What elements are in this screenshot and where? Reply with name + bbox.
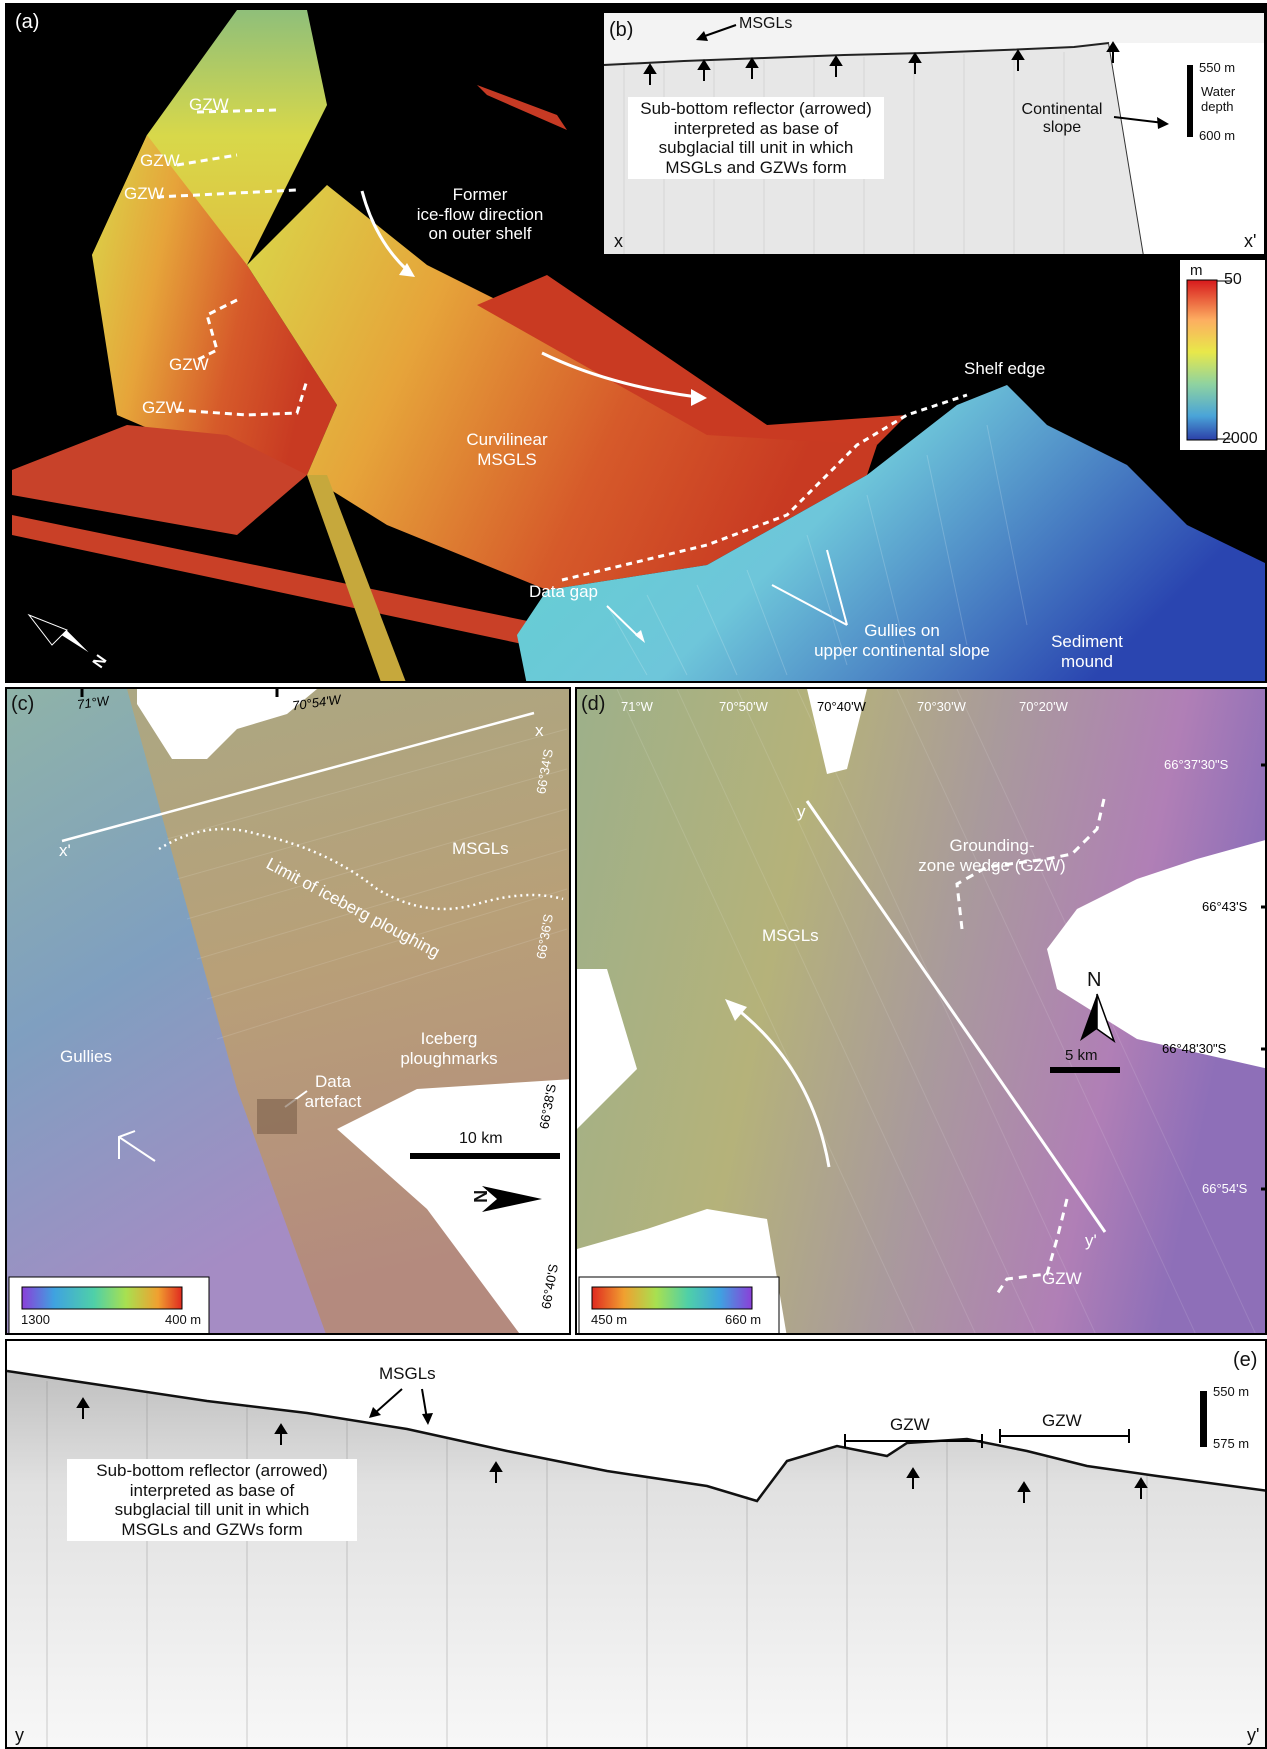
profile-y-label: y — [797, 802, 806, 821]
north-arrow-icon — [1080, 994, 1114, 1041]
gzw-label: GZW — [124, 184, 164, 203]
scale-bar-label: 10 km — [459, 1130, 503, 1147]
reflector-note: Sub-bottom reflector (arrowed) interpret… — [628, 97, 884, 180]
north-arrow-icon — [29, 615, 94, 655]
panel-a-terrain — [12, 10, 1265, 681]
lon-tick: 71°W — [621, 699, 653, 714]
gzw-label: GZW — [189, 95, 229, 114]
panel-c-label: (c) — [11, 693, 35, 715]
panel-d-map: (d) 71°W 70°50'W 70°40'W 70°30'W 70°20'W… — [575, 687, 1267, 1335]
lat-tick: 66°54'S — [1202, 1181, 1248, 1196]
colorbar-left-value: 450 m — [591, 1312, 628, 1327]
panel-b-sub-bottom-profile: (b) MSGLs Sub-bottom reflector (arrowed)… — [603, 12, 1265, 255]
panel-d-terrain — [577, 689, 1265, 1333]
colorbar-bottom-value: 2000 — [1222, 430, 1258, 447]
colorbar-top-value: 50 — [1224, 271, 1242, 288]
panel-a-label: (a) — [15, 11, 40, 33]
depth-colorbar — [22, 1287, 182, 1309]
panel-d-label: (d) — [581, 693, 606, 715]
colorbar-left-value: 1300 — [21, 1312, 50, 1327]
lon-tick: 70°20'W — [1019, 699, 1068, 714]
profile-x-prime-label: x' — [59, 841, 71, 860]
shelf-edge-label: Shelf edge — [964, 359, 1046, 378]
gullies-label: Gullies — [60, 1047, 112, 1066]
data-gap-label: Data gap — [529, 582, 598, 601]
colorbar-unit: m — [1190, 262, 1203, 279]
scale-bar-label: 5 km — [1065, 1047, 1098, 1064]
panel-e-label: (e) — [1233, 1349, 1258, 1371]
panel-c-map: (c) 71°W 70°54'W 66°34'S 66°36'S 66°38'S… — [5, 687, 571, 1335]
panel-e-profile-graphic — [7, 1369, 1265, 1747]
lat-tick: 66°37'30"S — [1164, 757, 1229, 772]
lat-tick: 66°43'S — [1202, 899, 1248, 914]
data-artefact-label: Data artefact — [304, 1072, 362, 1111]
reflector-note: Sub-bottom reflector (arrowed) interpret… — [67, 1459, 357, 1542]
profile-x-label: x — [535, 721, 544, 740]
colorbar-right-value: 400 m — [165, 1312, 202, 1327]
gzw-label: GZW — [1042, 1411, 1082, 1430]
ice-flow-direction-label: Former ice-flow direction on outer shelf — [416, 185, 544, 244]
scale-mid: Water depth — [1201, 84, 1236, 114]
gzw-label: GZW — [142, 398, 182, 417]
panel-e-sub-bottom-profile: (e) MSGLs GZW GZW Sub-bottom reflector (… — [5, 1339, 1267, 1749]
gullies-label: Gullies on upper continental slope — [814, 621, 990, 660]
depth-colorbar — [592, 1287, 752, 1309]
iceberg-ploughmarks-label: Iceberg ploughmarks — [400, 1029, 498, 1068]
curvilinear-msgls-label: Curvilinear MSGLS — [466, 430, 548, 469]
lat-tick: 66°48'30"S — [1162, 1041, 1227, 1056]
profile-start-x: x — [614, 231, 623, 251]
msgls-label: MSGLs — [379, 1364, 436, 1383]
panel-b-label: (b) — [609, 19, 634, 41]
gzw-label: GZW — [890, 1415, 930, 1434]
colorbar-right-value: 660 m — [725, 1312, 762, 1327]
msgls-label: MSGLs — [762, 926, 819, 945]
sediment-mound-label: Sediment mound — [1051, 632, 1123, 671]
panel-c-terrain — [7, 689, 569, 1333]
scale-bottom: 575 m — [1213, 1436, 1250, 1451]
profile-start-y: y — [15, 1725, 24, 1745]
scale-top: 550 m — [1199, 60, 1236, 75]
north-label: N — [1087, 969, 1102, 991]
continental-slope-label: Continental slope — [1021, 101, 1103, 137]
depth-colorbar — [1187, 280, 1217, 440]
scale-bottom: 600 m — [1199, 128, 1236, 143]
scale-top: 550 m — [1213, 1384, 1250, 1399]
profile-end-y: y' — [1247, 1725, 1260, 1745]
lon-tick: 70°40'W — [817, 699, 866, 714]
msgls-label: MSGLs — [452, 839, 509, 858]
profile-y-prime-label: y' — [1085, 1231, 1097, 1250]
lon-tick: 70°50'W — [719, 699, 768, 714]
north-arrow-icon — [482, 1186, 542, 1212]
gzw-label: GZW — [1042, 1269, 1082, 1288]
gzw-title-label: Grounding- zone wedge (GZW) — [918, 836, 1066, 875]
msgls-label: MSGLs — [739, 15, 793, 32]
gzw-label: GZW — [140, 151, 180, 170]
profile-end-x: x' — [1244, 231, 1257, 251]
lon-tick: 70°30'W — [917, 699, 966, 714]
gzw-label: GZW — [169, 355, 209, 374]
